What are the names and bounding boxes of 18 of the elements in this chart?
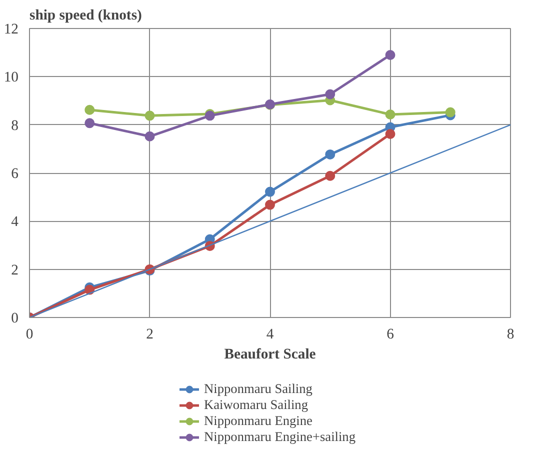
x-tick-label: 0 [26,326,34,342]
y-tick-label: 2 [11,262,18,278]
legend-label: Nipponmaru Sailing [204,381,312,397]
legend-label: Kaiwomaru Sailing [204,397,308,413]
legend-label: Nipponmaru Engine [204,413,312,429]
y-tick-label: 12 [4,22,18,38]
y-axis-title: ship speed (knots) [30,8,142,24]
x-tick-label: 6 [386,326,394,342]
y-tick-label: 8 [11,118,18,134]
x-tick-label: 4 [266,326,274,342]
x-axis-title: Beaufort Scale [224,346,316,362]
y-tick-label: 4 [11,214,20,230]
y-tick-label: 6 [11,166,18,182]
y-tick-label: 0 [11,310,18,326]
legend-label: Nipponmaru Engine+sailing [204,429,356,445]
x-tick-label: 8 [506,326,514,342]
y-tick-label: 10 [4,70,18,86]
x-tick-label: 2 [146,326,154,342]
